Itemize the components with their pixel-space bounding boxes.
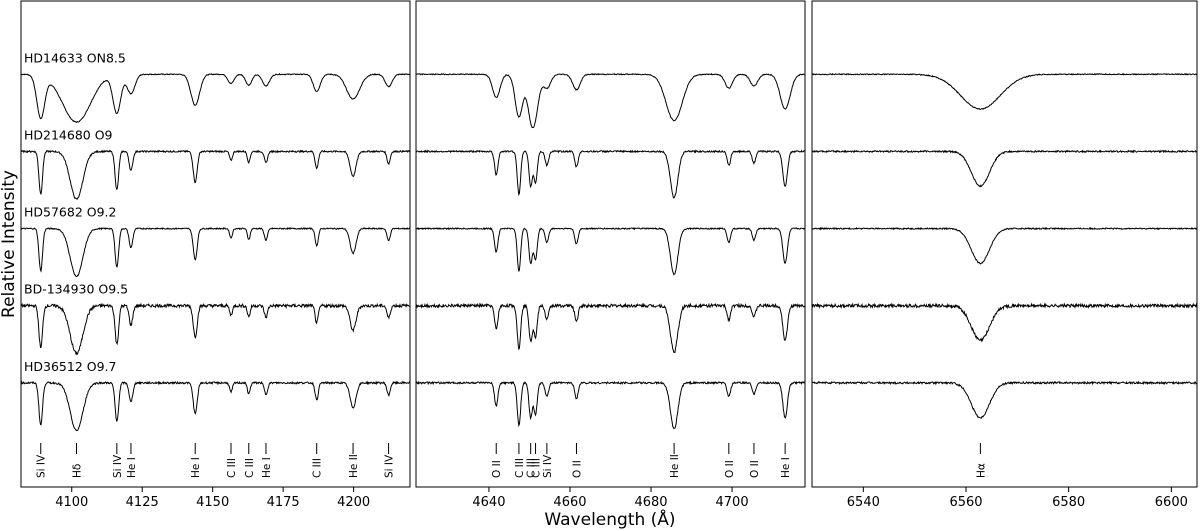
series-line	[415, 380, 806, 430]
x-tick-label: 4125	[126, 495, 159, 510]
line-id-label: O II	[724, 460, 736, 478]
x-tick-label: 4100	[55, 495, 88, 510]
line-id-label: He I	[780, 457, 792, 478]
x-tick-label: 4640	[472, 495, 505, 510]
series-line	[20, 302, 411, 356]
line-id-label: Hδ	[72, 464, 84, 478]
series-line	[20, 380, 411, 432]
x-tick-label: 4150	[196, 495, 229, 510]
x-tick-label: 6580	[1052, 495, 1085, 510]
panel-1: HD14633 ON8.5 HD214680 O9 HD57682 O9.2 BD-1…	[20, 0, 411, 510]
panel-frame	[811, 0, 1198, 488]
line-id-label: He II	[669, 454, 681, 478]
line-id-label: C III	[226, 458, 238, 478]
x-tick-label: 4175	[267, 495, 300, 510]
line-id-label: C III	[244, 458, 256, 478]
series-line	[811, 149, 1198, 188]
line-id-label: He II	[348, 454, 360, 478]
x-tick-label: 6600	[1155, 495, 1188, 510]
series-line	[415, 302, 806, 354]
panel-frame	[415, 0, 806, 488]
line-id-label: Hα	[975, 463, 987, 478]
series-line	[811, 380, 1197, 419]
series-line	[811, 302, 1198, 343]
y-axis-label: Relative Intensity	[0, 170, 19, 318]
series-line	[415, 226, 805, 276]
panel-frame	[20, 0, 411, 488]
x-tick-label: 4660	[553, 495, 586, 510]
line-id-label: He I	[190, 457, 202, 478]
line-id-label: O II	[491, 460, 503, 478]
series-line	[415, 72, 806, 129]
series-label: HD214680 O9	[24, 127, 113, 142]
series-line	[20, 149, 411, 200]
series-line	[20, 227, 411, 278]
panel-3: Hα 6540 6560 6580 6600	[811, 0, 1198, 510]
x-axis-label: Wavelength (Å)	[544, 508, 675, 530]
series-label: HD57682 O9.2	[24, 205, 116, 220]
x-tick-label: 4200	[337, 495, 370, 510]
line-id-label: Si IV	[112, 454, 124, 478]
series-label: HD36512 O9.7	[24, 359, 116, 374]
line-id-label: O II	[749, 460, 761, 478]
line-id-label: He I	[126, 457, 138, 478]
series-label: HD14633 ON8.5	[24, 50, 126, 65]
series-label: BD-134930 O9.5	[24, 282, 128, 297]
line-id-label: Si IV	[542, 454, 554, 478]
x-tick-label: 6560	[949, 495, 982, 510]
x-tick-label: 4700	[716, 495, 749, 510]
line-id-label: C III	[526, 458, 538, 478]
x-tick-label: 6540	[847, 495, 880, 510]
series-line	[415, 149, 806, 199]
line-id-label: C III	[531, 458, 543, 478]
series-line	[811, 72, 1198, 110]
line-id-label: Si IV	[36, 454, 48, 478]
line-id-label: C III	[514, 458, 526, 478]
line-id-label: Si IV	[384, 454, 396, 478]
series-line	[21, 72, 411, 124]
line-id-label: C III	[312, 458, 324, 478]
line-id-label: He I	[261, 457, 273, 478]
line-id-label: O II	[572, 460, 584, 478]
x-tick-label: 4680	[634, 495, 667, 510]
series-line	[811, 226, 1198, 265]
panels-group: HD14633 ON8.5 HD214680 O9 HD57682 O9.2 BD-1…	[20, 0, 1198, 510]
